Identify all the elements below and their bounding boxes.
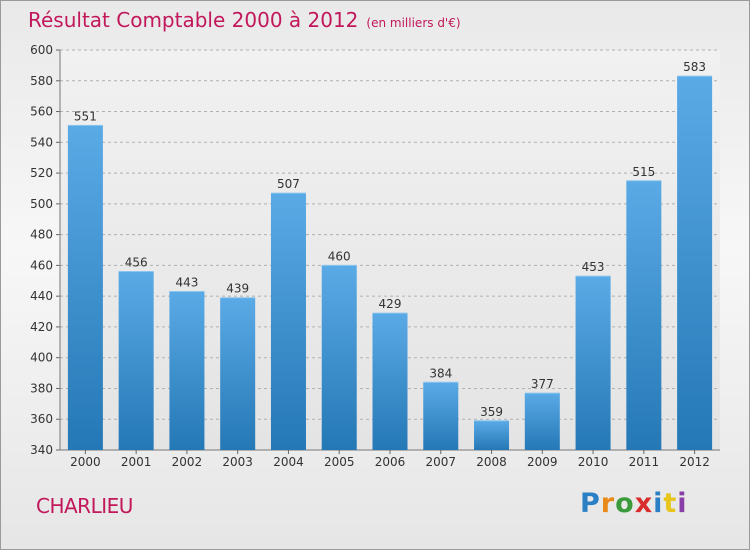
- data-label: 384: [429, 366, 452, 380]
- y-tick-label: 580: [30, 74, 53, 88]
- x-tick-label: 2000: [70, 455, 101, 469]
- y-tick-label: 520: [30, 166, 53, 180]
- chart-subtitle: (en milliers d'€): [366, 16, 461, 30]
- y-tick-label: 600: [30, 43, 53, 57]
- x-tick-label: 2003: [222, 455, 253, 469]
- bar: [118, 271, 154, 450]
- logo-letter: o: [615, 488, 635, 519]
- y-tick-label: 560: [30, 105, 53, 119]
- bar: [169, 291, 205, 450]
- bar: [474, 420, 510, 450]
- x-tick-label: 2004: [273, 455, 304, 469]
- logo-letter: i: [653, 488, 664, 519]
- bar: [677, 76, 713, 451]
- logo-letter: i: [677, 488, 688, 519]
- x-tick-label: 2005: [324, 455, 355, 469]
- location-name: CHARLIEU: [36, 494, 133, 518]
- bar: [423, 382, 459, 450]
- data-label: 551: [74, 109, 97, 123]
- bar: [270, 193, 306, 451]
- bar: [321, 265, 357, 450]
- y-tick-label: 480: [30, 228, 53, 242]
- x-tick-label: 2012: [679, 455, 710, 469]
- bar: [626, 180, 662, 450]
- data-label: 443: [175, 276, 198, 290]
- bar: [372, 313, 408, 450]
- logo-letter: x: [634, 488, 654, 519]
- data-label: 439: [226, 282, 249, 296]
- y-tick-label: 380: [30, 381, 53, 395]
- y-tick-label: 340: [30, 443, 53, 457]
- y-tick-label: 420: [30, 320, 53, 334]
- data-label: 453: [582, 260, 605, 274]
- bar: [524, 393, 560, 450]
- x-tick-label: 2002: [172, 455, 203, 469]
- y-tick-label: 360: [30, 412, 53, 426]
- x-tick-label: 2008: [476, 455, 507, 469]
- x-tick-label: 2011: [629, 455, 660, 469]
- chart-title-text: Résultat Comptable 2000 à 2012: [28, 8, 359, 32]
- data-label: 515: [632, 165, 655, 179]
- y-tick-label: 500: [30, 197, 53, 211]
- bar: [67, 125, 103, 450]
- bar: [575, 276, 611, 450]
- logo-letter: t: [663, 488, 678, 519]
- data-label: 583: [683, 60, 706, 74]
- data-label: 429: [379, 297, 402, 311]
- y-tick-label: 400: [30, 351, 53, 365]
- y-tick-label: 460: [30, 258, 53, 272]
- data-label: 456: [125, 256, 148, 270]
- proxiti-logo: Proxiti: [580, 488, 688, 519]
- y-tick-label: 440: [30, 289, 53, 303]
- logo-letter: r: [600, 488, 616, 519]
- data-label: 460: [328, 249, 351, 263]
- x-tick-label: 2006: [375, 455, 406, 469]
- data-label: 377: [531, 377, 554, 391]
- chart-title: Résultat Comptable 2000 à 2012 (en millie…: [28, 8, 461, 32]
- x-tick-label: 2009: [527, 455, 558, 469]
- bar: [220, 297, 256, 450]
- data-label: 507: [277, 177, 300, 191]
- x-tick-label: 2010: [578, 455, 609, 469]
- y-tick-label: 540: [30, 135, 53, 149]
- data-label: 359: [480, 405, 503, 419]
- x-tick-label: 2001: [121, 455, 152, 469]
- x-tick-label: 2007: [425, 455, 456, 469]
- logo-letter: P: [580, 488, 601, 519]
